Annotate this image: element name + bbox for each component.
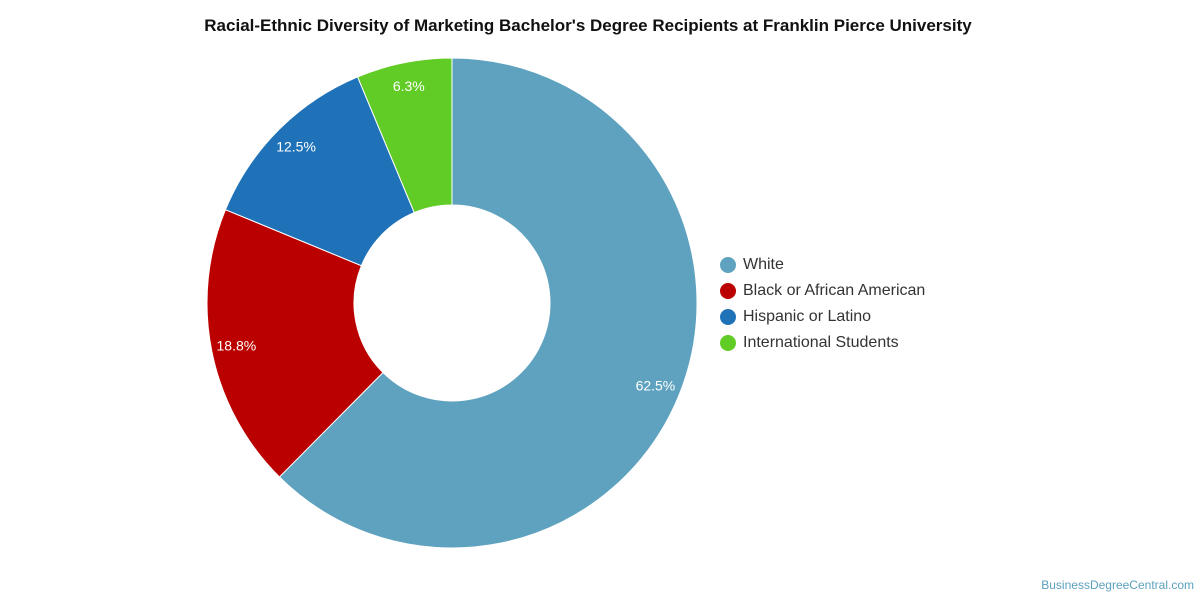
legend-item-international-students[interactable]: International Students	[720, 330, 925, 356]
legend-label: White	[743, 256, 784, 273]
legend-swatch-icon	[720, 257, 736, 273]
watermark: BusinessDegreeCentral.com	[1041, 578, 1194, 592]
legend-swatch-icon	[720, 283, 736, 299]
legend-item-black-or-african-american[interactable]: Black or African American	[720, 278, 925, 304]
legend-swatch-icon	[720, 335, 736, 351]
slice-hispanic-or-latino	[224, 76, 415, 267]
slice-white	[278, 57, 698, 549]
legend-label: International Students	[743, 334, 899, 351]
legend-swatch-icon	[720, 309, 736, 325]
chart-legend: White Black or African American Hispanic o…	[720, 252, 925, 356]
legend-label: Hispanic or Latino	[743, 308, 872, 325]
legend-item-hispanic-or-latino[interactable]: Hispanic or Latino	[720, 304, 925, 330]
chart-slice-labels: 62.5% 18.8% 12.5% 6.3%	[217, 78, 676, 394]
slice-black-or-african-american	[206, 209, 384, 478]
legend-item-white[interactable]: White	[720, 252, 925, 278]
chart-slices	[206, 57, 698, 549]
legend-label: Black or African American	[743, 282, 926, 299]
slice-label-white: 62.5%	[636, 377, 676, 393]
slice-label-black-or-african-american: 18.8%	[217, 337, 257, 353]
slice-label-international-students: 6.3%	[393, 78, 425, 94]
chart-title: Racial-Ethnic Diversity of Marketing Bac…	[204, 16, 972, 35]
slice-international-students	[356, 57, 453, 214]
slice-label-hispanic-or-latino: 12.5%	[276, 139, 316, 155]
